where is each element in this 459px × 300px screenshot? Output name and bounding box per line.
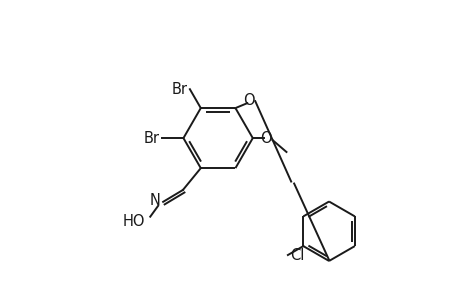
Text: O: O xyxy=(259,130,271,146)
Text: Br: Br xyxy=(143,130,159,146)
Text: Br: Br xyxy=(172,82,187,97)
Text: N: N xyxy=(149,193,160,208)
Text: O: O xyxy=(243,93,255,108)
Text: HO: HO xyxy=(123,214,145,229)
Text: Cl: Cl xyxy=(289,248,303,262)
